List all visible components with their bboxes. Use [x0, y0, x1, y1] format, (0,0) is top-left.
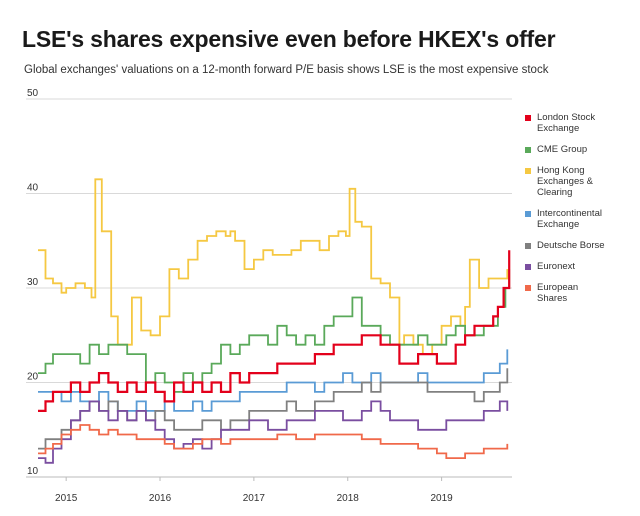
legend-item-ice: Intercontinental Exchange [525, 208, 637, 230]
y-tick-label: 20 [27, 372, 39, 383]
legend-label: Euronext [537, 261, 576, 272]
x-tick-label: 2016 [149, 493, 172, 504]
y-tick-labels: 10 20 30 40 50 [27, 88, 39, 477]
x-tick-label: 2015 [55, 493, 78, 504]
series-line-hkex [38, 178, 509, 355]
legend-item-hkex: Hong Kong Exchanges & Clearing [525, 165, 637, 198]
legend-label: European Shares [537, 282, 579, 304]
legend-label: CME Group [537, 144, 588, 155]
legend-item-cme: CME Group [525, 144, 637, 155]
series-line-ice [38, 349, 509, 412]
legend-swatch [525, 211, 531, 217]
legend-item-european: European Shares [525, 282, 637, 304]
legend-item-deutsche: Deutsche Borse [525, 240, 637, 251]
legend-swatch [525, 243, 531, 249]
legend: London Stock Exchange CME Group Hong Kong … [525, 112, 637, 314]
x-tick-label: 2018 [337, 493, 360, 504]
legend-swatch [525, 147, 531, 153]
legend-swatch [525, 168, 531, 174]
legend-label: Intercontinental Exchange [537, 208, 602, 230]
x-tick-label: 2019 [430, 493, 453, 504]
series-line-lse [38, 250, 511, 412]
chart-title: LSE's shares expensive even before HKEX'… [22, 26, 556, 52]
y-tick-label: 10 [27, 466, 39, 477]
x-tick-labels: 2015 2016 2017 2018 2019 [55, 477, 453, 504]
series-line-european [38, 424, 509, 459]
y-tick-label: 40 [27, 183, 39, 194]
legend-swatch [525, 264, 531, 270]
y-tick-label: 30 [27, 277, 39, 288]
x-tick-label: 2017 [243, 493, 266, 504]
legend-swatch [525, 285, 531, 291]
series-lines [38, 178, 511, 464]
series-line-cme [38, 269, 511, 393]
chart-subtitle: Global exchanges' valuations on a 12-mon… [24, 64, 549, 76]
legend-label: Deutsche Borse [537, 240, 605, 251]
series-line-euronext [38, 400, 509, 464]
legend-item-lse: London Stock Exchange [525, 112, 637, 134]
legend-label: London Stock Exchange [537, 112, 596, 134]
legend-label: Hong Kong Exchanges & Clearing [537, 165, 593, 198]
legend-item-euronext: Euronext [525, 261, 637, 272]
legend-swatch [525, 115, 531, 121]
gridlines [26, 98, 512, 478]
y-tick-label: 50 [27, 88, 39, 99]
